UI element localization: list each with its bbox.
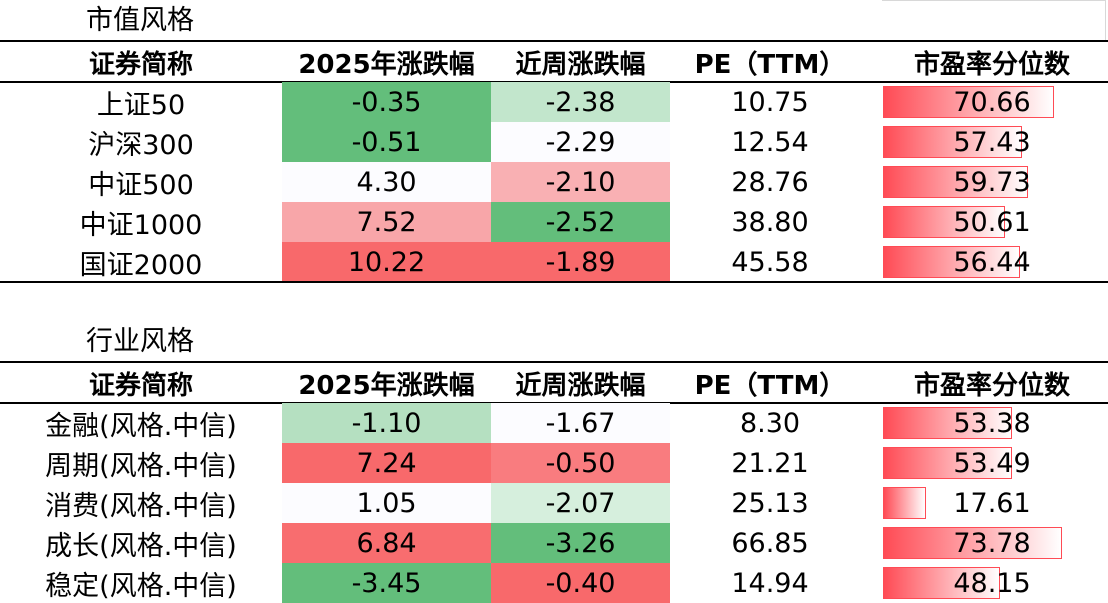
table-row: 稳定(风格.中信) -3.45 -0.40 14.94 48.15 xyxy=(0,563,1108,603)
pe-percentile-value: 57.43 xyxy=(953,126,1031,158)
table-row: 中证1000 7.52 -2.52 38.80 50.61 xyxy=(0,202,1108,242)
week-change-cell: -2.10 xyxy=(491,162,670,202)
col-header-name: 证券简称 xyxy=(88,49,193,80)
week-change-cell: -3.26 xyxy=(491,523,670,563)
pe-ttm-cell: 14.94 xyxy=(731,567,809,599)
security-name: 消费(风格.中信) xyxy=(45,490,237,522)
week-change-cell: -0.40 xyxy=(491,563,670,603)
col-header-ytd-change: 2025年涨跌幅 xyxy=(298,49,475,80)
col-header-week-change: 近周涨跌幅 xyxy=(515,370,646,401)
security-name: 中证1000 xyxy=(79,209,203,241)
pe-ttm-cell: 10.75 xyxy=(731,86,809,118)
col-header-pe: PE（TTM） xyxy=(694,49,846,80)
pe-percentile-value: 53.38 xyxy=(953,407,1031,439)
divider xyxy=(0,40,1108,42)
col-header-pe: PE（TTM） xyxy=(694,370,846,401)
col-header-ytd-change: 2025年涨跌幅 xyxy=(298,370,475,401)
pe-percentile-databar xyxy=(883,447,1012,479)
table-row: 成长(风格.中信) 6.84 -3.26 66.85 73.78 xyxy=(0,523,1108,563)
ytd-change-cell: 10.22 xyxy=(282,242,491,282)
security-name: 沪深300 xyxy=(88,129,194,161)
table-row: 中证500 4.30 -2.10 28.76 59.73 xyxy=(0,162,1108,202)
ytd-change-cell: -0.51 xyxy=(282,122,491,162)
pe-percentile-databar xyxy=(883,206,1005,238)
col-header-week-change: 近周涨跌幅 xyxy=(515,49,646,80)
divider xyxy=(0,361,1108,363)
pe-percentile-value: 59.73 xyxy=(953,166,1031,198)
empty-cell xyxy=(882,0,1106,40)
ytd-change-cell: -1.10 xyxy=(282,403,491,443)
table-row: 国证2000 10.22 -1.89 45.58 56.44 xyxy=(0,242,1108,282)
ytd-change-cell: 7.24 xyxy=(282,443,491,483)
divider xyxy=(0,281,1108,283)
table-row: 消费(风格.中信) 1.05 -2.07 25.13 17.61 xyxy=(0,483,1108,523)
pe-ttm-cell: 8.30 xyxy=(739,407,801,439)
ytd-change-cell: 1.05 xyxy=(282,483,491,523)
pe-percentile-value: 70.66 xyxy=(953,86,1031,118)
pe-percentile-databar xyxy=(883,166,1028,198)
security-name: 中证500 xyxy=(88,169,194,201)
pe-percentile-value: 50.61 xyxy=(953,206,1031,238)
pe-percentile-value: 17.61 xyxy=(953,487,1031,519)
pe-ttm-cell: 45.58 xyxy=(731,246,809,278)
week-change-cell: -2.38 xyxy=(491,82,670,122)
section-title-industry: 行业风格 xyxy=(86,326,194,357)
pe-ttm-cell: 12.54 xyxy=(731,126,809,158)
security-name: 成长(风格.中信) xyxy=(45,530,237,562)
ytd-change-cell: 7.52 xyxy=(282,202,491,242)
col-header-pe-percentile: 市盈率分位数 xyxy=(913,49,1070,80)
security-name: 上证50 xyxy=(96,89,186,121)
pe-percentile-value: 53.49 xyxy=(953,447,1031,479)
security-name: 稳定(风格.中信) xyxy=(45,570,237,602)
table-header-row: 证券简称 2025年涨跌幅 近周涨跌幅 PE（TTM） 市盈率分位数 xyxy=(0,363,1108,403)
pe-percentile-databar xyxy=(883,246,1020,278)
table-row: 金融(风格.中信) -1.10 -1.67 8.30 53.38 xyxy=(0,403,1108,443)
pe-ttm-cell: 25.13 xyxy=(731,487,809,519)
pe-percentile-value: 48.15 xyxy=(953,567,1031,599)
ytd-change-cell: -0.35 xyxy=(282,82,491,122)
pe-ttm-cell: 28.76 xyxy=(731,166,809,198)
table-row: 上证50 -0.35 -2.38 10.75 70.66 xyxy=(0,82,1108,122)
ytd-change-cell: -3.45 xyxy=(282,563,491,603)
ytd-change-cell: 6.84 xyxy=(282,523,491,563)
week-change-cell: -1.89 xyxy=(491,242,670,282)
pe-ttm-cell: 38.80 xyxy=(731,206,809,238)
pe-percentile-databar xyxy=(883,567,1000,599)
security-name: 金融(风格.中信) xyxy=(45,410,237,442)
pe-percentile-databar xyxy=(883,86,1054,118)
pe-percentile-databar xyxy=(883,407,1012,439)
table-header-row: 证券简称 2025年涨跌幅 近周涨跌幅 PE（TTM） 市盈率分位数 xyxy=(0,42,1108,82)
pe-ttm-cell: 66.85 xyxy=(731,527,809,559)
pe-percentile-databar xyxy=(883,126,1022,158)
week-change-cell: -0.50 xyxy=(491,443,670,483)
pe-percentile-value: 73.78 xyxy=(953,527,1031,559)
ytd-change-cell: 4.30 xyxy=(282,162,491,202)
table-row: 周期(风格.中信) 7.24 -0.50 21.21 53.49 xyxy=(0,443,1108,483)
col-header-name: 证券简称 xyxy=(88,370,193,401)
col-header-pe-percentile: 市盈率分位数 xyxy=(913,370,1070,401)
section-title-market-cap: 市值风格 xyxy=(86,5,194,36)
security-name: 周期(风格.中信) xyxy=(45,450,237,482)
pe-percentile-databar xyxy=(883,527,1062,559)
table-row: 沪深300 -0.51 -2.29 12.54 57.43 xyxy=(0,122,1108,162)
week-change-cell: -2.07 xyxy=(491,483,670,523)
week-change-cell: -2.52 xyxy=(491,202,670,242)
week-change-cell: -2.29 xyxy=(491,122,670,162)
pe-percentile-value: 56.44 xyxy=(953,246,1031,278)
pe-percentile-databar xyxy=(883,487,926,519)
pe-ttm-cell: 21.21 xyxy=(731,447,809,479)
week-change-cell: -1.67 xyxy=(491,403,670,443)
security-name: 国证2000 xyxy=(79,249,203,281)
